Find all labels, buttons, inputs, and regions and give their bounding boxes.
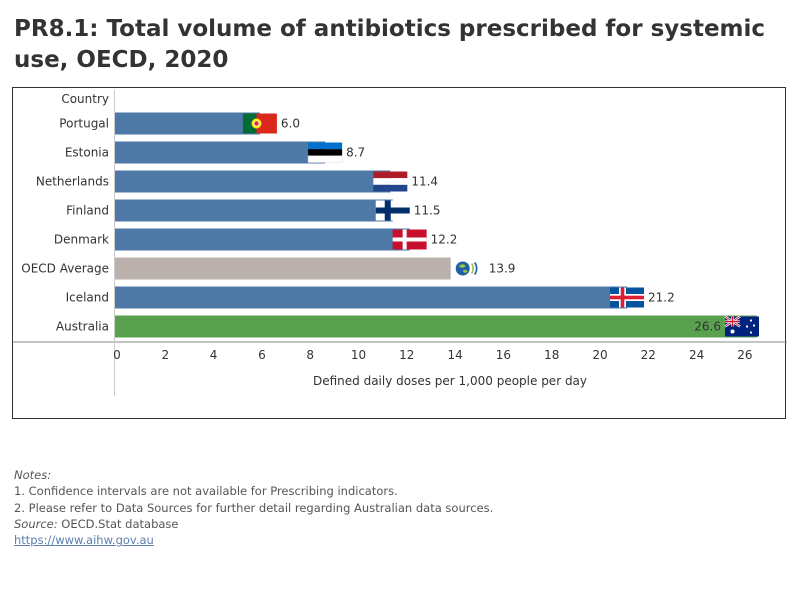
x-tick-label: 18 — [544, 348, 559, 362]
category-label: Denmark — [54, 233, 109, 247]
bar-row: Iceland 21.2 — [66, 287, 675, 309]
bar[interactable] — [115, 113, 260, 135]
category-label: Portugal — [59, 117, 109, 131]
x-tick-label: 20 — [592, 348, 607, 362]
note-line-2: 2. Please refer to Data Sources for furt… — [14, 500, 774, 516]
x-tick-label: 2 — [161, 348, 169, 362]
finland-flag-icon — [376, 201, 410, 221]
bar[interactable] — [115, 142, 325, 164]
estonia-flag-icon — [308, 143, 342, 163]
value-label: 11.4 — [411, 175, 438, 189]
category-label: Estonia — [65, 146, 109, 160]
x-tick-label: 22 — [641, 348, 656, 362]
x-axis-label: Defined daily doses per 1,000 people per… — [313, 374, 587, 388]
x-tick-label: 10 — [351, 348, 366, 362]
bar-row: Netherlands 11.4 — [36, 171, 438, 193]
denmark-flag-icon — [393, 230, 427, 250]
x-tick-label: 8 — [306, 348, 314, 362]
x-tick-label: 0 — [113, 348, 121, 362]
chart-title: PR8.1: Total volume of antibiotics presc… — [14, 14, 774, 76]
value-label: 12.2 — [431, 233, 458, 247]
value-label: 8.7 — [346, 146, 365, 160]
iceland-flag-icon — [610, 288, 644, 308]
value-label: 26.6 — [694, 320, 721, 334]
category-label: Netherlands — [36, 175, 109, 189]
value-label: 11.5 — [414, 204, 441, 218]
x-tick-label: 24 — [689, 348, 704, 362]
bar[interactable] — [115, 258, 451, 280]
bar-row: Estonia 8.7 — [65, 142, 365, 164]
category-label: Finland — [66, 204, 109, 218]
notes-heading: Notes: — [14, 467, 774, 483]
category-label: Iceland — [66, 291, 109, 305]
x-tick-label: 6 — [258, 348, 266, 362]
aihw-link[interactable]: https://www.aihw.gov.au — [14, 533, 154, 547]
bar-row: Finland 11.5 — [66, 200, 440, 222]
note-line-1: 1. Confidence intervals are not availabl… — [14, 483, 774, 499]
source-text: OECD.Stat database — [61, 517, 178, 531]
source-line: Source: OECD.Stat database — [14, 516, 774, 532]
bar-row: Australia 26.6 — [56, 316, 759, 338]
bar-chart: Country Portugal 6.0 Estonia 8.7 Netherlands… — [13, 88, 787, 420]
netherlands-flag-icon — [373, 172, 407, 192]
x-tick-label: 16 — [496, 348, 511, 362]
bar[interactable] — [115, 229, 410, 251]
bar[interactable] — [115, 316, 757, 338]
portugal-flag-icon — [243, 114, 277, 134]
category-label: Australia — [56, 320, 109, 334]
category-label: OECD Average — [21, 262, 109, 276]
bar[interactable] — [115, 287, 627, 309]
bar-row: OECD Average 13.9 — [21, 258, 515, 280]
value-label: 13.9 — [489, 262, 516, 276]
bar[interactable] — [115, 200, 393, 222]
value-label: 21.2 — [648, 291, 675, 305]
row-header-label: Country — [61, 92, 109, 106]
chart-frame: Country Portugal 6.0 Estonia 8.7 Netherlands… — [12, 87, 786, 419]
value-label: 6.0 — [281, 117, 300, 131]
source-label: Source: — [14, 517, 58, 531]
bar-row: Portugal 6.0 — [59, 113, 300, 135]
bar[interactable] — [115, 171, 390, 193]
notes-section: Notes: 1. Confidence intervals are not a… — [14, 467, 774, 548]
australia-flag-icon — [725, 317, 759, 337]
x-tick-label: 26 — [737, 348, 752, 362]
x-tick-label: 4 — [210, 348, 218, 362]
oecd-logo-icon — [456, 262, 477, 276]
x-tick-label: 14 — [447, 348, 462, 362]
x-tick-label: 12 — [399, 348, 414, 362]
